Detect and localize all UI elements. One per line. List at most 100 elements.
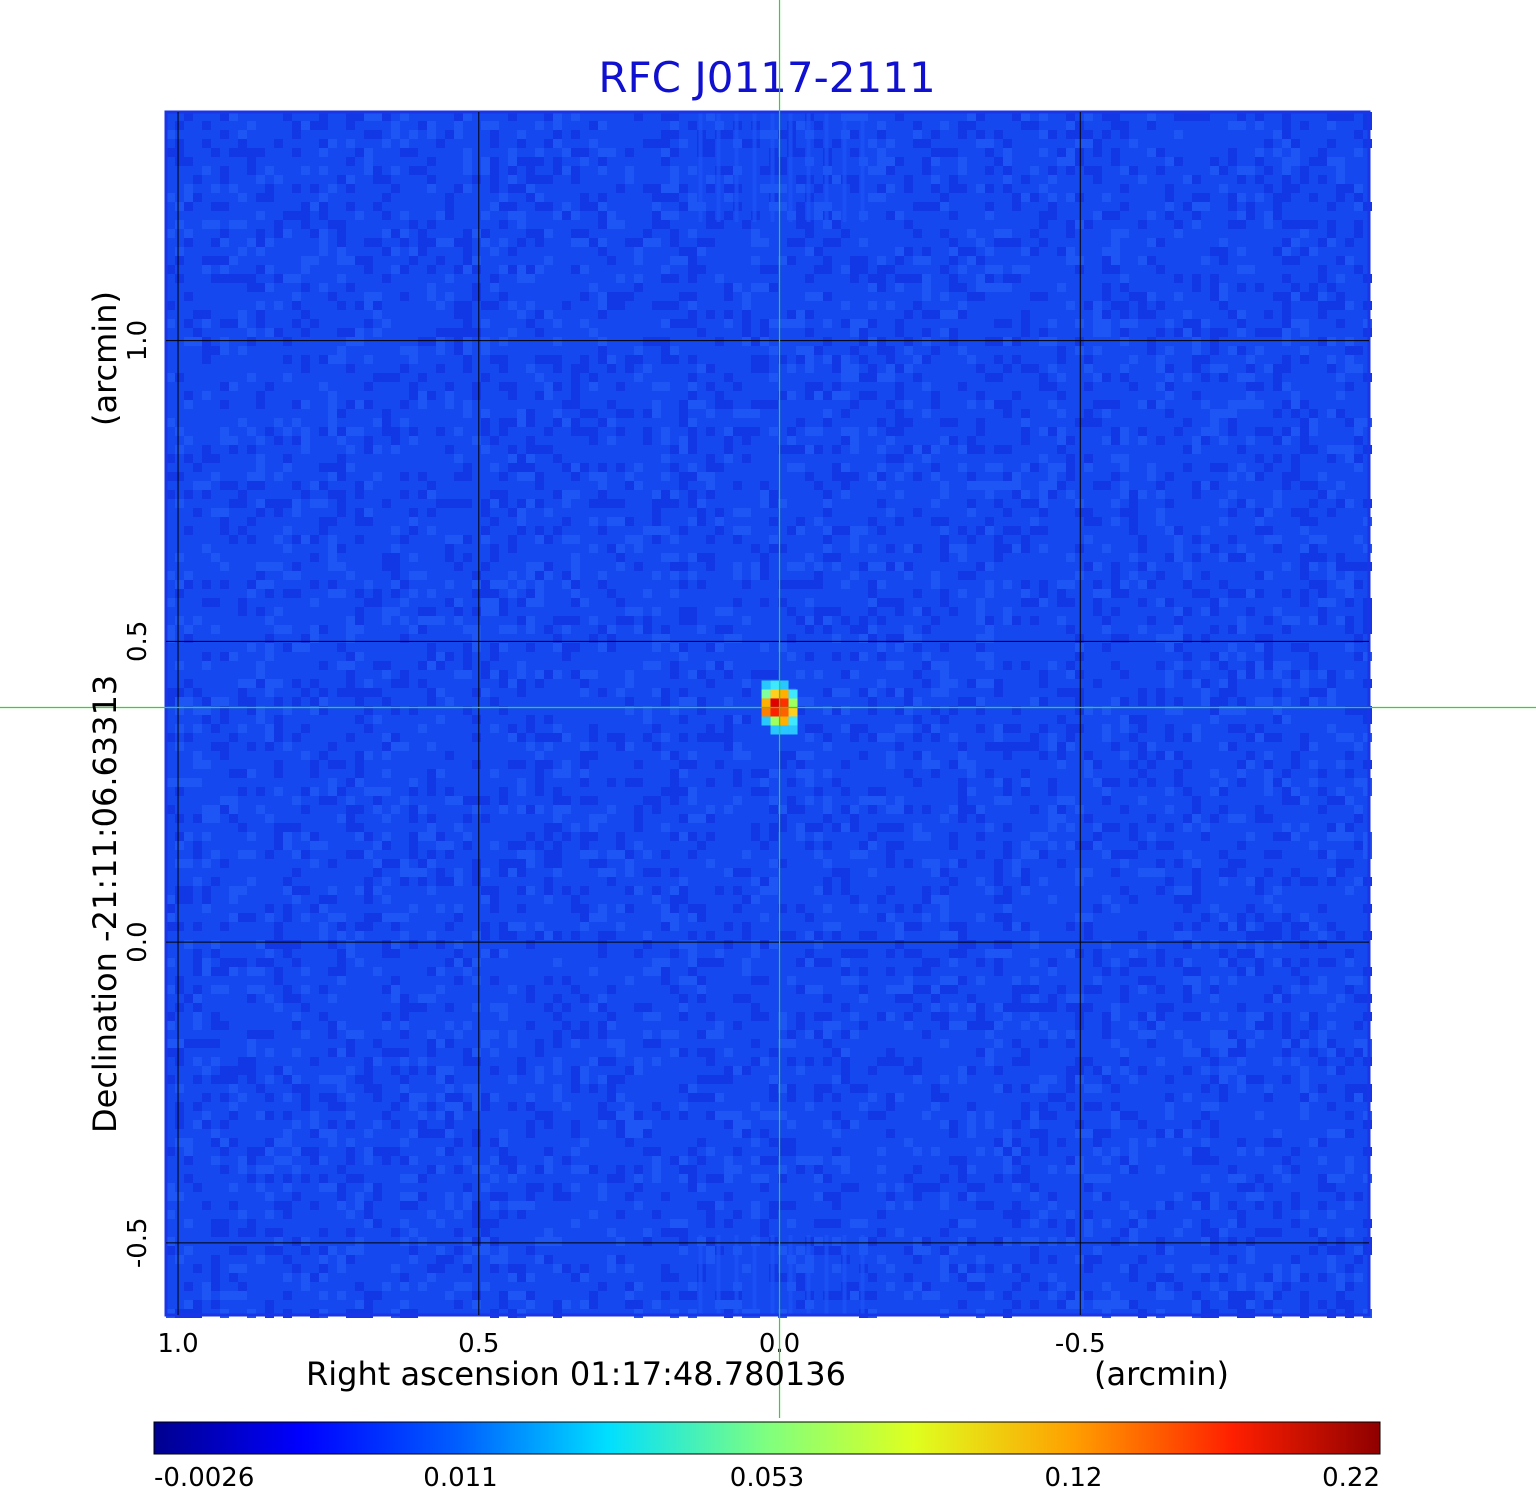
noise-cell — [1300, 526, 1309, 535]
noise-cell — [769, 1138, 778, 1147]
noise-cell — [706, 382, 715, 391]
noise-cell — [346, 364, 355, 373]
noise-cell — [805, 958, 814, 967]
noise-cell — [1138, 598, 1147, 607]
noise-cell — [481, 598, 490, 607]
noise-cell — [184, 490, 193, 499]
noise-cell — [625, 472, 634, 481]
noise-cell — [895, 985, 904, 994]
noise-cell — [1030, 229, 1039, 238]
noise-cell — [1102, 544, 1111, 553]
noise-cell — [1066, 742, 1075, 751]
noise-cell — [733, 742, 742, 751]
noise-cell — [238, 787, 247, 796]
noise-cell — [1165, 1003, 1174, 1012]
noise-cell — [553, 1084, 562, 1093]
noise-cell — [706, 805, 715, 814]
noise-cell — [256, 247, 265, 256]
noise-cell — [589, 967, 598, 976]
noise-cell — [1309, 742, 1318, 751]
noise-cell — [706, 553, 715, 562]
noise-cell — [1129, 526, 1138, 535]
noise-cell — [1111, 1102, 1120, 1111]
noise-cell — [436, 1075, 445, 1084]
noise-cell — [868, 373, 877, 382]
noise-cell — [940, 715, 949, 724]
noise-cell — [841, 391, 850, 400]
noise-cell — [679, 247, 688, 256]
noise-cell — [544, 535, 553, 544]
noise-cell — [220, 130, 229, 139]
noise-cell — [877, 913, 886, 922]
noise-cell — [499, 670, 508, 679]
noise-cell — [742, 868, 751, 877]
noise-cell — [1228, 400, 1237, 409]
noise-cell — [481, 886, 490, 895]
noise-cell — [931, 769, 940, 778]
noise-cell — [922, 652, 931, 661]
noise-cell — [643, 940, 652, 949]
noise-cell — [850, 184, 859, 193]
noise-cell — [418, 625, 427, 634]
noise-cell — [787, 436, 796, 445]
noise-cell — [1039, 454, 1048, 463]
noise-cell — [355, 481, 364, 490]
noise-cell — [1084, 508, 1093, 517]
noise-cell — [283, 463, 292, 472]
noise-cell — [670, 274, 679, 283]
noise-cell — [508, 544, 517, 553]
noise-cell — [778, 1138, 787, 1147]
noise-cell — [1111, 1111, 1120, 1120]
noise-cell — [823, 796, 832, 805]
noise-cell — [1228, 643, 1237, 652]
noise-cell — [661, 139, 670, 148]
noise-cell — [292, 121, 301, 130]
noise-cell — [382, 427, 391, 436]
noise-cell — [589, 850, 598, 859]
noise-cell — [1174, 328, 1183, 337]
noise-cell — [1228, 1039, 1237, 1048]
noise-cell — [1327, 598, 1336, 607]
noise-cell — [283, 274, 292, 283]
noise-cell — [715, 391, 724, 400]
noise-cell — [625, 238, 634, 247]
noise-cell — [481, 508, 490, 517]
noise-cell — [895, 409, 904, 418]
noise-cell — [400, 931, 409, 940]
noise-cell — [580, 742, 589, 751]
noise-cell — [553, 643, 562, 652]
noise-cell — [643, 868, 652, 877]
noise-cell — [301, 985, 310, 994]
noise-cell — [1093, 175, 1102, 184]
noise-cell — [193, 814, 202, 823]
noise-cell — [373, 598, 382, 607]
noise-cell — [1210, 625, 1219, 634]
noise-cell — [544, 931, 553, 940]
noise-cell — [1201, 319, 1210, 328]
noise-cell — [778, 1039, 787, 1048]
noise-cell — [1318, 274, 1327, 283]
noise-cell — [1246, 211, 1255, 220]
noise-cell — [1174, 1030, 1183, 1039]
noise-cell — [1183, 1066, 1192, 1075]
noise-cell — [940, 121, 949, 130]
noise-cell — [922, 202, 931, 211]
noise-cell — [508, 859, 517, 868]
noise-cell — [1165, 877, 1174, 886]
noise-cell — [382, 841, 391, 850]
noise-cell — [1300, 976, 1309, 985]
noise-cell — [1327, 112, 1336, 121]
noise-cell — [256, 1084, 265, 1093]
noise-cell — [445, 1066, 454, 1075]
noise-cell — [1354, 652, 1363, 661]
noise-cell — [580, 760, 589, 769]
noise-cell — [958, 589, 967, 598]
noise-cell — [958, 940, 967, 949]
noise-cell — [751, 427, 760, 436]
noise-cell — [490, 139, 499, 148]
noise-cell — [256, 436, 265, 445]
noise-cell — [211, 625, 220, 634]
noise-cell — [571, 562, 580, 571]
noise-cell — [1039, 751, 1048, 760]
noise-cell — [562, 1102, 571, 1111]
